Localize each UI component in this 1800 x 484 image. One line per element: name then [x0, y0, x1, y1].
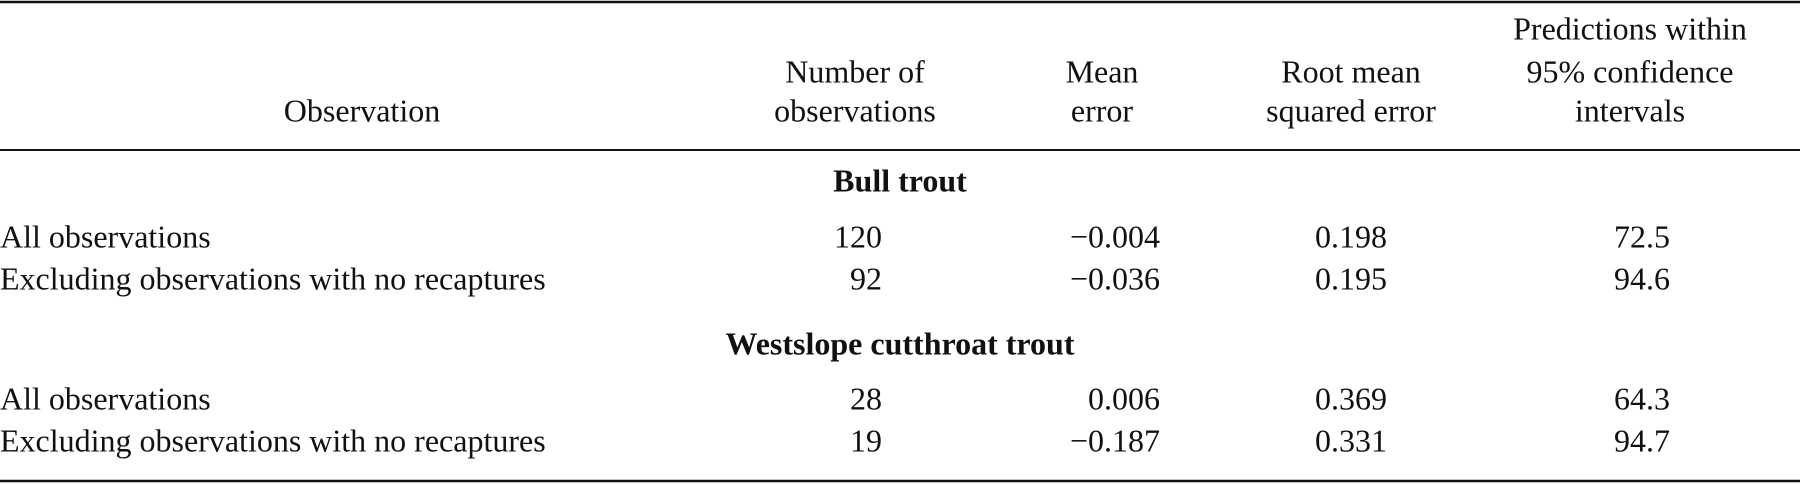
- cell: 64.3: [1614, 380, 1670, 416]
- column-header: Predictions within: [1513, 10, 1747, 46]
- cell: 0.006: [1088, 380, 1160, 416]
- cell: 0.195: [1315, 260, 1387, 296]
- cell: −0.036: [1070, 260, 1160, 296]
- cell: −0.004: [1070, 218, 1160, 254]
- column-header: Number of: [785, 53, 925, 89]
- column-header: squared error: [1266, 92, 1436, 128]
- column-header: Root mean: [1281, 53, 1421, 89]
- cell: 28: [850, 380, 882, 416]
- cell: 19: [850, 422, 882, 458]
- row-label: Excluding observations with no recapture…: [0, 260, 546, 296]
- column-header: error: [1071, 92, 1134, 128]
- section-title: Westslope cutthroat trout: [725, 325, 1074, 361]
- row-label: Excluding observations with no recapture…: [0, 422, 546, 458]
- column-header: intervals: [1575, 92, 1685, 128]
- cell: 92: [850, 260, 882, 296]
- cell: 94.6: [1614, 260, 1670, 296]
- cell: 72.5: [1614, 218, 1670, 254]
- column-header: Mean: [1066, 53, 1139, 89]
- cell: 94.7: [1614, 422, 1670, 458]
- row-label: All observations: [0, 380, 211, 416]
- column-header: 95% confidence: [1526, 53, 1733, 89]
- cell: 0.198: [1315, 218, 1387, 254]
- cell: 0.369: [1315, 380, 1387, 416]
- section-title: Bull trout: [833, 162, 967, 198]
- cell: 120: [834, 218, 882, 254]
- cell: −0.187: [1070, 422, 1160, 458]
- column-header: observations: [774, 92, 936, 128]
- column-header: Observation: [284, 92, 440, 128]
- cell: 0.331: [1315, 422, 1387, 458]
- row-label: All observations: [0, 218, 211, 254]
